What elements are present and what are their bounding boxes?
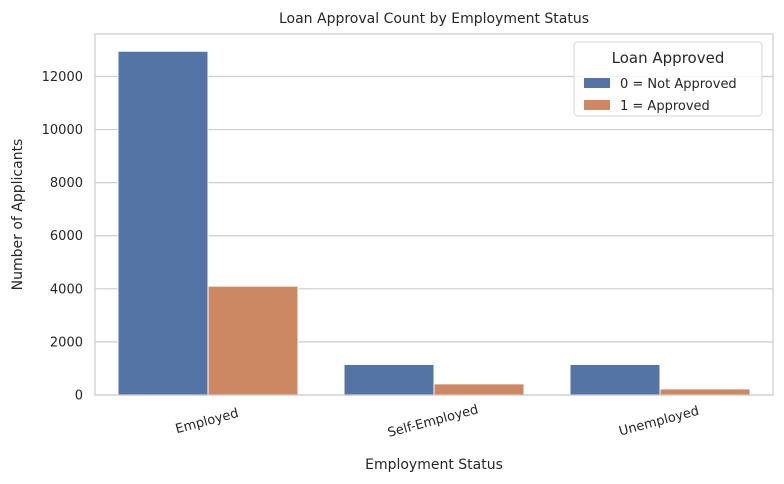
legend-entry-label: 1 = Approved — [620, 99, 710, 114]
chart-title: Loan Approval Count by Employment Status — [279, 11, 589, 27]
legend-title: Loan Approved — [612, 49, 725, 67]
y-tick-label: 10000 — [42, 123, 83, 138]
y-tick-label: 2000 — [50, 335, 83, 350]
x-tick-labels: Employed Self-Employed Unemployed — [174, 402, 701, 441]
x-axis-label: Employment Status — [365, 457, 503, 473]
y-tick-label: 6000 — [50, 229, 83, 244]
legend-box — [573, 41, 763, 117]
plot-frame — [94, 33, 774, 396]
bar-unemployed-series-0 — [569, 363, 661, 396]
y-tick-label: 4000 — [50, 282, 83, 297]
bar-unemployed-series-1 — [659, 388, 751, 396]
y-tick-label: 8000 — [50, 176, 83, 191]
bar-employed-series-0 — [117, 50, 209, 396]
y-tick-labels: 0 2000 4000 6000 8000 10000 12000 — [42, 70, 83, 404]
legend-swatch — [584, 78, 610, 88]
legend-swatch — [584, 100, 610, 110]
y-tick-label: 12000 — [42, 70, 83, 85]
legend-entries: 0 = Not Approved 1 = Approved — [584, 77, 737, 114]
bar-self-employed-series-1 — [433, 383, 525, 396]
legend: Loan Approved 0 = Not Approved 1 = Approv… — [573, 41, 763, 117]
y-tick-label: 0 — [75, 389, 83, 404]
bar-self-employed-series-0 — [343, 363, 435, 396]
bar-employed-series-1 — [207, 285, 299, 396]
legend-entry-label: 0 = Not Approved — [620, 77, 737, 92]
y-axis-label: Number of Applicants — [10, 139, 26, 291]
x-tick-label: Self-Employed — [386, 402, 480, 441]
x-tick-label: Employed — [174, 406, 240, 437]
x-tick-label: Unemployed — [617, 404, 700, 440]
